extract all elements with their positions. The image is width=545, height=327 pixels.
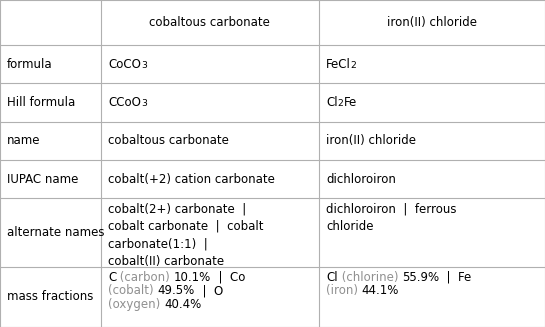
- Text: alternate names: alternate names: [7, 226, 105, 239]
- Text: cobalt(+2) cation carbonate: cobalt(+2) cation carbonate: [108, 173, 275, 185]
- Text: name: name: [7, 134, 40, 147]
- Text: cobalt(2+) carbonate  |
cobalt carbonate  |  cobalt
carbonate(1:1)  |
cobalt(II): cobalt(2+) carbonate | cobalt carbonate …: [108, 202, 263, 267]
- Text: 55.9%: 55.9%: [402, 271, 439, 284]
- Text: (cobalt): (cobalt): [108, 284, 158, 298]
- Text: (oxygen): (oxygen): [108, 298, 164, 311]
- Text: (iron): (iron): [326, 284, 362, 298]
- Text: mass fractions: mass fractions: [7, 290, 93, 303]
- Text: dichloroiron: dichloroiron: [326, 173, 396, 185]
- Text: 3: 3: [141, 99, 147, 108]
- Text: Cl: Cl: [326, 96, 337, 109]
- Text: 2: 2: [337, 99, 343, 108]
- Text: FeCl: FeCl: [326, 58, 351, 71]
- Text: cobaltous carbonate: cobaltous carbonate: [108, 134, 229, 147]
- Text: Hill formula: Hill formula: [7, 96, 75, 109]
- Text: dichloroiron  |  ferrous
chloride: dichloroiron | ferrous chloride: [326, 202, 456, 232]
- Text: 3: 3: [141, 60, 147, 70]
- Text: Fe: Fe: [343, 96, 356, 109]
- Text: 40.4%: 40.4%: [164, 298, 201, 311]
- Text: (carbon): (carbon): [116, 271, 174, 284]
- Text: 49.5%: 49.5%: [158, 284, 195, 298]
- Text: |  Fe: | Fe: [439, 271, 471, 284]
- Text: (chlorine): (chlorine): [337, 271, 402, 284]
- Text: Cl: Cl: [326, 271, 337, 284]
- Text: |  O: | O: [195, 284, 223, 298]
- Text: iron(II) chloride: iron(II) chloride: [387, 16, 477, 29]
- Text: 10.1%: 10.1%: [174, 271, 211, 284]
- Text: CoCO: CoCO: [108, 58, 141, 71]
- Text: CCoO: CCoO: [108, 96, 141, 109]
- Text: iron(II) chloride: iron(II) chloride: [326, 134, 416, 147]
- Text: 44.1%: 44.1%: [362, 284, 399, 298]
- Text: cobaltous carbonate: cobaltous carbonate: [149, 16, 270, 29]
- Text: |  Co: | Co: [211, 271, 245, 284]
- Text: C: C: [108, 271, 116, 284]
- Text: 2: 2: [351, 60, 356, 70]
- Text: IUPAC name: IUPAC name: [7, 173, 78, 185]
- Text: formula: formula: [7, 58, 53, 71]
